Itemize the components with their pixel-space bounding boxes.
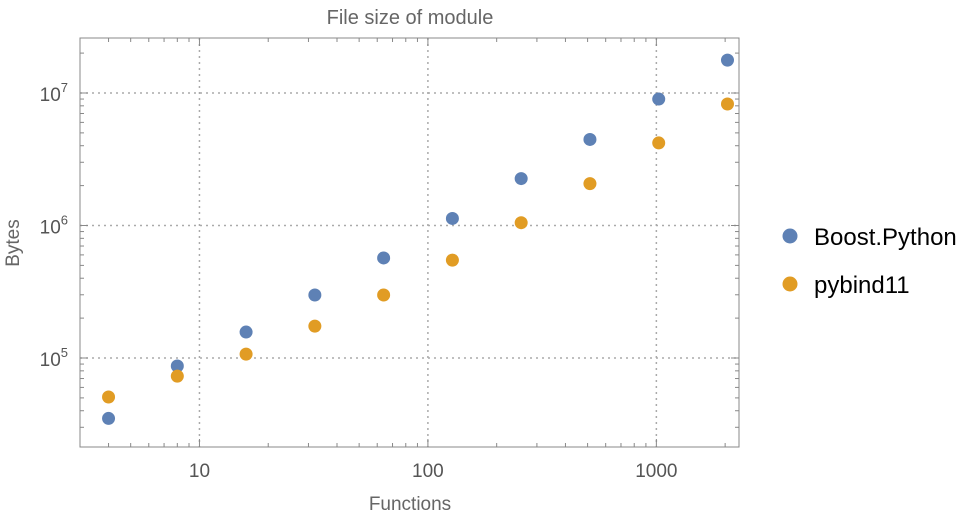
y-tick-label: 105 (40, 345, 68, 371)
y-axis-label: Bytes (3, 219, 24, 267)
x-tick-label: 100 (412, 461, 444, 482)
x-tick-label: 1000 (635, 461, 677, 482)
chart-title: File size of module (327, 7, 494, 29)
legend-marker (782, 276, 798, 292)
data-point-boost-python (377, 251, 391, 265)
legend-marker (782, 228, 798, 244)
legend-label: pybind11 (814, 272, 910, 299)
data-point-pybind11 (377, 288, 391, 302)
data-point-boost-python (583, 132, 597, 146)
data-point-pybind11 (170, 369, 184, 383)
x-axis-label: Functions (369, 494, 451, 513)
data-point-pybind11 (514, 216, 528, 230)
data-point-boost-python (445, 211, 459, 225)
data-point-boost-python (102, 411, 116, 425)
data-point-pybind11 (308, 319, 322, 333)
data-point-pybind11 (720, 97, 734, 111)
x-tick-label: 10 (189, 461, 210, 482)
plot-frame (79, 37, 740, 448)
y-tick-label: 107 (40, 80, 68, 106)
data-point-boost-python (652, 92, 666, 106)
data-point-boost-python (514, 172, 528, 186)
data-point-boost-python (170, 359, 184, 373)
data-point-pybind11 (445, 253, 459, 267)
data-point-pybind11 (102, 390, 116, 404)
y-tick-label: 106 (40, 212, 68, 238)
data-point-boost-python (720, 53, 734, 67)
data-point-boost-python (308, 288, 322, 302)
data-point-boost-python (239, 325, 253, 339)
data-point-pybind11 (239, 347, 253, 361)
data-point-pybind11 (652, 136, 666, 150)
legend-label: Boost.Python (814, 224, 957, 251)
data-point-pybind11 (583, 177, 597, 191)
